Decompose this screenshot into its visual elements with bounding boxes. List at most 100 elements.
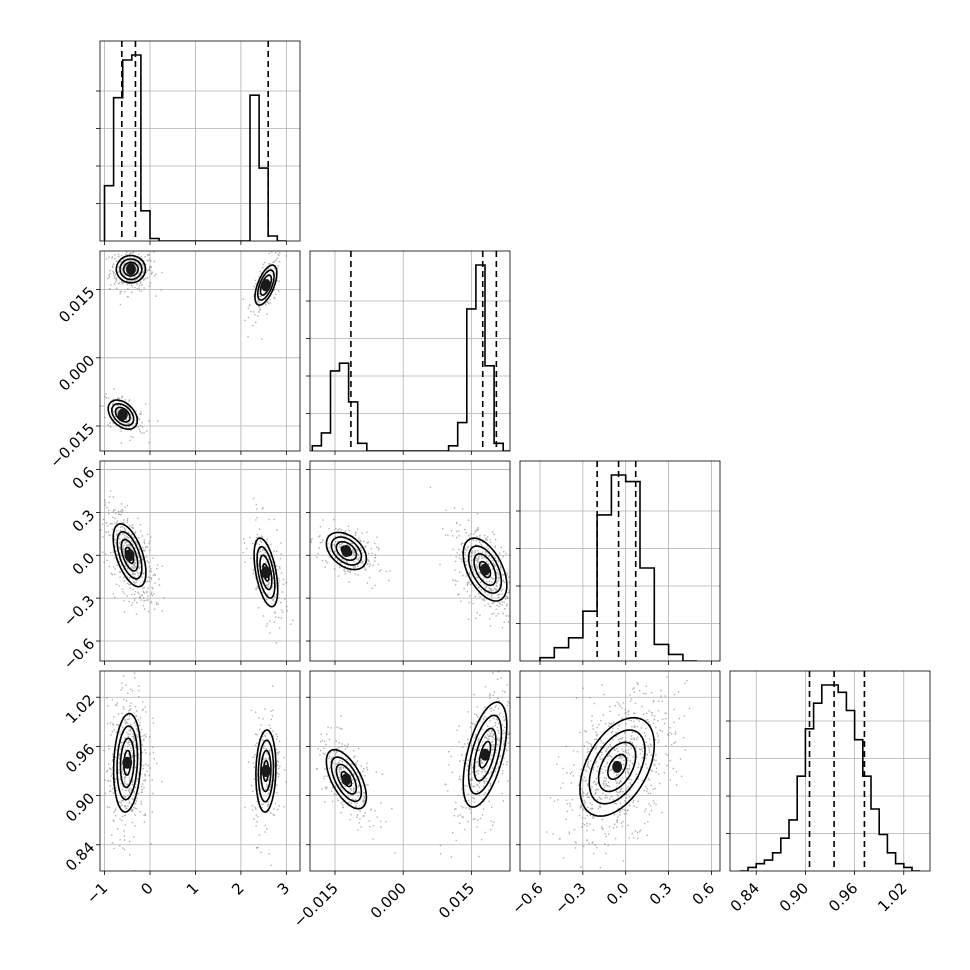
panel-3-3: 0.84 0.90 0.96 1.02	[726, 670, 931, 915]
density-contour	[122, 261, 140, 277]
density-core	[260, 566, 271, 579]
density-contour	[588, 729, 646, 805]
density-contour	[467, 545, 503, 594]
panel-0-0	[96, 40, 301, 245]
density-contour	[462, 537, 508, 602]
density-contour	[120, 538, 139, 572]
density-core	[480, 563, 490, 576]
panel-frame	[519, 460, 721, 662]
x-tick-label: 1.02	[874, 879, 910, 915]
density-contour	[256, 269, 275, 301]
y-tick-label: −0.3	[60, 592, 98, 630]
sample-points	[105, 251, 163, 306]
x-tick-label: 0.0	[603, 879, 633, 909]
y-tick-label: 0.6	[69, 463, 99, 493]
panel-2-2	[516, 460, 721, 665]
density-core	[124, 549, 135, 562]
density-contour	[330, 756, 363, 803]
x-tick-label: −0.3	[551, 879, 589, 917]
density-contour	[473, 553, 497, 587]
panel-3-2: −0.6 −0.3 0.0 0.3 0.6	[508, 670, 721, 918]
x-tick-label: 0.84	[727, 879, 763, 915]
x-tick-label: −1	[83, 879, 111, 907]
panel-content	[100, 251, 300, 451]
histogram	[539, 474, 698, 661]
histogram	[739, 684, 921, 871]
panel-content	[310, 461, 510, 661]
y-tick-label: 0.000	[55, 351, 98, 394]
panel-content	[520, 461, 720, 661]
density-contour	[255, 729, 277, 813]
density-contour	[597, 741, 637, 793]
y-tick-label: −0.6	[60, 635, 98, 673]
y-tick-label: 0.90	[62, 789, 98, 825]
density-contour	[462, 701, 508, 808]
density-contour	[116, 530, 143, 580]
panel-frame	[99, 670, 301, 872]
y-tick-label: 1.02	[62, 691, 98, 727]
x-tick-label: 0.6	[689, 879, 719, 909]
density-contour	[325, 531, 368, 571]
density-contour	[579, 716, 656, 817]
density-contour	[256, 545, 276, 599]
sample-points	[100, 388, 159, 444]
density-core	[612, 760, 623, 773]
x-tick-label: −0.6	[508, 879, 546, 917]
density-contour	[257, 739, 275, 803]
panel-frame	[309, 670, 511, 872]
y-tick-label: 0.015	[55, 283, 98, 326]
panel-frame	[729, 670, 931, 872]
density-contour	[119, 737, 135, 789]
density-core	[341, 545, 352, 557]
density-core	[260, 279, 271, 292]
y-tick-label: −0.015	[46, 420, 98, 472]
x-tick-label: 0.90	[776, 879, 812, 915]
panel-1-1	[306, 250, 511, 455]
panel-content	[520, 671, 720, 871]
histogram	[311, 264, 510, 451]
density-contour	[114, 406, 131, 423]
panel-2-1	[306, 460, 511, 665]
sample-points	[242, 251, 287, 340]
density-core	[117, 408, 128, 421]
density-contour	[606, 753, 628, 781]
panel-1-0: −0.015 0.000 0.015	[46, 250, 301, 472]
x-tick-label: 2	[228, 879, 247, 898]
panel-content	[100, 41, 300, 241]
y-tick-label: 0.84	[62, 838, 98, 874]
y-tick-label: 0.96	[62, 740, 98, 776]
panel-3-1: −0.015 0.000 0.015	[290, 670, 511, 931]
density-contour	[110, 402, 135, 427]
density-core	[122, 756, 133, 769]
y-tick-label: 0.3	[69, 506, 99, 536]
panel-content	[100, 671, 300, 871]
density-contour	[330, 536, 363, 566]
x-tick-label: 0.3	[646, 879, 676, 909]
panel-content	[730, 671, 930, 871]
panel-content	[310, 251, 510, 451]
panel-2-0: −0.6 −0.3 0.0 0.3 0.6	[60, 460, 301, 673]
x-tick-label: 3	[274, 879, 293, 898]
density-contour	[259, 554, 273, 591]
panel-frame	[99, 250, 301, 452]
density-contour	[116, 725, 139, 801]
panel-frame	[99, 460, 301, 662]
panel-3-0: 0.84 0.90 0.96 1.02 −1 0 1 2 3	[62, 670, 301, 907]
x-tick-label: 0.000	[367, 879, 410, 922]
density-contour	[335, 540, 358, 562]
panel-content	[100, 461, 300, 661]
density-contour	[260, 749, 272, 793]
density-core	[341, 773, 352, 786]
x-tick-label: 0.015	[435, 879, 478, 922]
density-contour	[335, 763, 358, 795]
density-contour	[473, 727, 497, 782]
density-contour	[254, 264, 278, 306]
density-contour	[478, 740, 492, 769]
panel-frame	[309, 250, 511, 452]
density-core	[480, 748, 490, 761]
panel-frame	[99, 40, 301, 242]
density-contour	[119, 258, 143, 281]
x-tick-label: 1	[183, 879, 202, 898]
density-contour	[115, 254, 147, 284]
